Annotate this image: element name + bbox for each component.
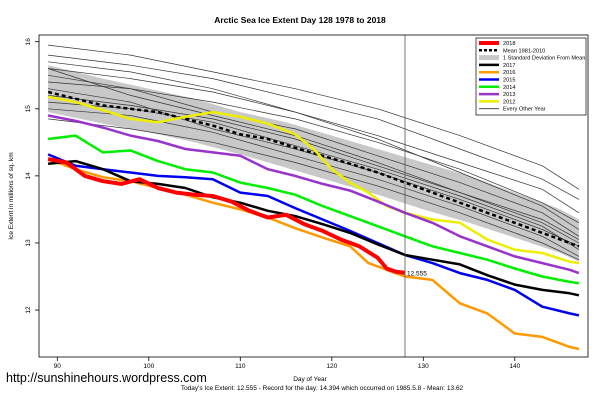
legend-label-2017: 2017 — [503, 63, 515, 69]
legend-swatch-1-standard-deviation-from-mean — [479, 55, 499, 61]
plot-frame — [38, 34, 589, 358]
x-tick-label-90: 90 — [54, 363, 62, 370]
y-tick-label-14: 14 — [25, 172, 32, 180]
background-year-line-11 — [48, 61, 580, 230]
background-year-line-1 — [48, 44, 580, 190]
background-year-line-5 — [48, 74, 580, 237]
footer-text: Today's Ice Extent: 12.555 - Record for … — [181, 385, 464, 392]
background-year-line-9 — [47, 68, 580, 240]
series-line-2018 — [47, 157, 406, 275]
y-tick-label-16: 16 — [25, 38, 32, 46]
x-tick-label-100: 100 — [143, 363, 154, 370]
background-year-line-10 — [48, 118, 580, 261]
chart-title: Arctic Sea Ice Extent Day 128 1978 to 20… — [214, 15, 386, 25]
background-year-line-4 — [48, 81, 580, 224]
series-line-2015 — [47, 153, 580, 317]
background-year-line-8 — [48, 108, 580, 257]
x-tick-label-140: 140 — [509, 363, 520, 370]
legend-label-2015: 2015 — [503, 78, 515, 84]
y-tick-label-13: 13 — [25, 239, 32, 247]
watermark-url: http://sunshinehours.wordpress.com — [6, 371, 207, 385]
legend-label-2018: 2018 — [503, 41, 515, 47]
background-year-line-6 — [48, 95, 580, 244]
std-dev-band — [48, 65, 579, 262]
x-axis: 90 100 110 120 130 140 — [54, 357, 521, 370]
x-tick-label-120: 120 — [326, 363, 337, 370]
series-lines — [47, 90, 580, 351]
legend-label-2013: 2013 — [503, 92, 515, 98]
y-axis: 12 13 14 15 16 — [25, 38, 39, 314]
x-axis-label: Day of Year — [293, 376, 327, 383]
background-year-line-3 — [48, 68, 580, 214]
every-other-year-lines — [47, 44, 580, 261]
series-line-2016 — [47, 157, 580, 351]
legend-label-every-other-year: Every Other Year — [503, 107, 546, 113]
legend-label-mean-1981-2010: Mean 1981-2010 — [503, 48, 545, 54]
legend-label-2014: 2014 — [503, 85, 515, 91]
background-year-line-2 — [48, 54, 580, 200]
series-line-2013 — [47, 114, 580, 275]
current-value-label: 12.555 — [407, 270, 427, 277]
x-tick-label-130: 130 — [418, 363, 429, 370]
legend-label-1-standard-deviation-from-mean: 1 Standard Deviation From Mean — [503, 56, 585, 62]
series-line-2014 — [47, 134, 580, 285]
plot-area: 12.555 — [38, 34, 589, 358]
series-line-2012 — [47, 95, 580, 265]
series-line-mean-1981-2010 — [47, 90, 580, 248]
y-tick-label-15: 15 — [25, 105, 32, 113]
y-axis-label: Ice Extent in millions of sq. km — [8, 152, 15, 239]
series-line-2017 — [47, 159, 580, 297]
std-dev-band-area — [48, 65, 579, 262]
y-tick-label-12: 12 — [25, 306, 32, 314]
legend-label-2016: 2016 — [503, 70, 515, 76]
x-tick-label-110: 110 — [235, 363, 246, 370]
current-day-marker: 12.555 — [404, 35, 427, 357]
legend-label-2012: 2012 — [503, 99, 515, 105]
